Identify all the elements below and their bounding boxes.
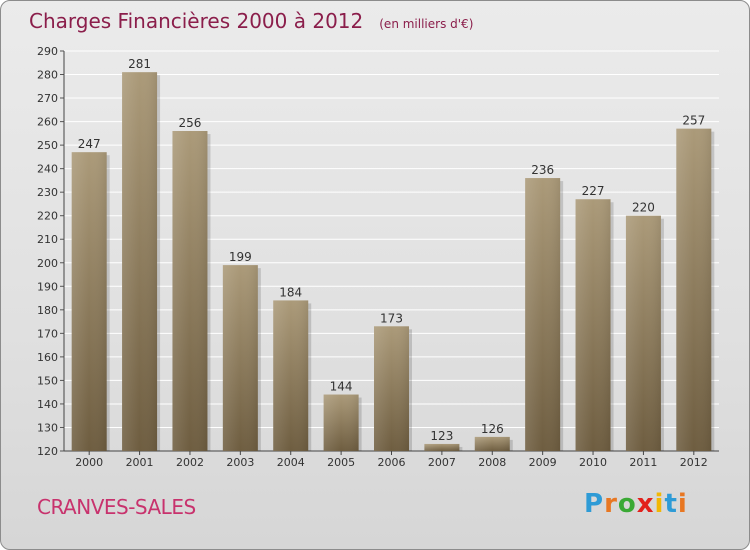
logo-letter: t [664,489,678,519]
x-tick-label: 2000 [75,456,103,469]
x-tick-label: 2009 [529,456,557,469]
value-label: 173 [380,311,403,325]
bar-shine [625,215,661,451]
y-tick-label: 210 [37,233,58,246]
chart-subtitle: (en milliers d'€) [379,17,474,31]
chart-title-text: Charges Financières 2000 à 2012 [29,9,364,33]
logo-letter: o [617,489,637,519]
value-label: 199 [229,250,252,264]
y-tick-label: 290 [37,45,58,58]
logo-letter: x [636,489,655,519]
bar-shine [122,72,158,452]
logo-letter: r [604,489,618,519]
y-tick-label: 160 [37,351,58,364]
value-label: 257 [682,114,705,128]
x-tick-label: 2001 [126,456,154,469]
x-tick-label: 2011 [629,456,657,469]
commune-name: CRANVES-SALES [37,495,196,519]
y-tick-label: 270 [37,92,58,105]
bar-shine [273,300,309,451]
x-tick-label: 2002 [176,456,204,469]
bar-shine [71,152,107,452]
x-tick-label: 2005 [327,456,355,469]
x-tick-label: 2008 [478,456,506,469]
y-tick-label: 250 [37,139,58,152]
chart-title: Charges Financières 2000 à 2012 (en milli… [29,9,473,33]
x-tick-label: 2012 [680,456,708,469]
y-tick-label: 130 [37,421,58,434]
value-label: 247 [78,137,101,151]
value-label: 144 [330,380,353,394]
y-tick-label: 190 [37,280,58,293]
bar-shine [374,326,409,451]
y-tick-label: 220 [37,210,58,223]
x-tick-label: 2007 [428,456,456,469]
logo-letter: i [654,489,665,519]
bar-shine [575,199,611,451]
y-tick-label: 280 [37,69,58,82]
bar-shine [172,131,208,451]
value-label: 256 [179,116,202,130]
proxiti-logo: Proxiti [584,489,688,519]
value-label: 220 [632,201,655,215]
value-label: 236 [531,163,554,177]
value-label: 227 [582,184,605,198]
y-tick-label: 260 [37,116,58,129]
bar-shine [474,436,510,451]
y-tick-label: 170 [37,327,58,340]
logo-letter: P [584,489,605,519]
x-tick-label: 2003 [226,456,254,469]
y-tick-label: 140 [37,398,58,411]
x-tick-label: 2004 [277,456,305,469]
y-tick-label: 200 [37,257,58,270]
x-tick-label: 2010 [579,456,607,469]
value-label: 184 [279,285,302,299]
bar-shine [525,178,561,451]
value-label: 126 [481,422,504,436]
bar-shine [323,394,359,451]
y-tick-label: 230 [37,186,58,199]
bar-shine [676,128,712,451]
y-tick-label: 180 [37,304,58,317]
value-label: 281 [128,57,151,71]
y-tick-label: 120 [37,445,58,458]
y-tick-label: 240 [37,163,58,176]
logo-letter: i [677,489,688,519]
bar-chart: 120 130 140 150 160 170 180 190 200 210 220 230 240 2… [37,45,719,469]
bar-shine [424,443,460,451]
bar-shine [222,265,258,451]
value-label: 123 [430,429,453,443]
x-tick-label: 2006 [378,456,406,469]
y-tick-label: 150 [37,374,58,387]
